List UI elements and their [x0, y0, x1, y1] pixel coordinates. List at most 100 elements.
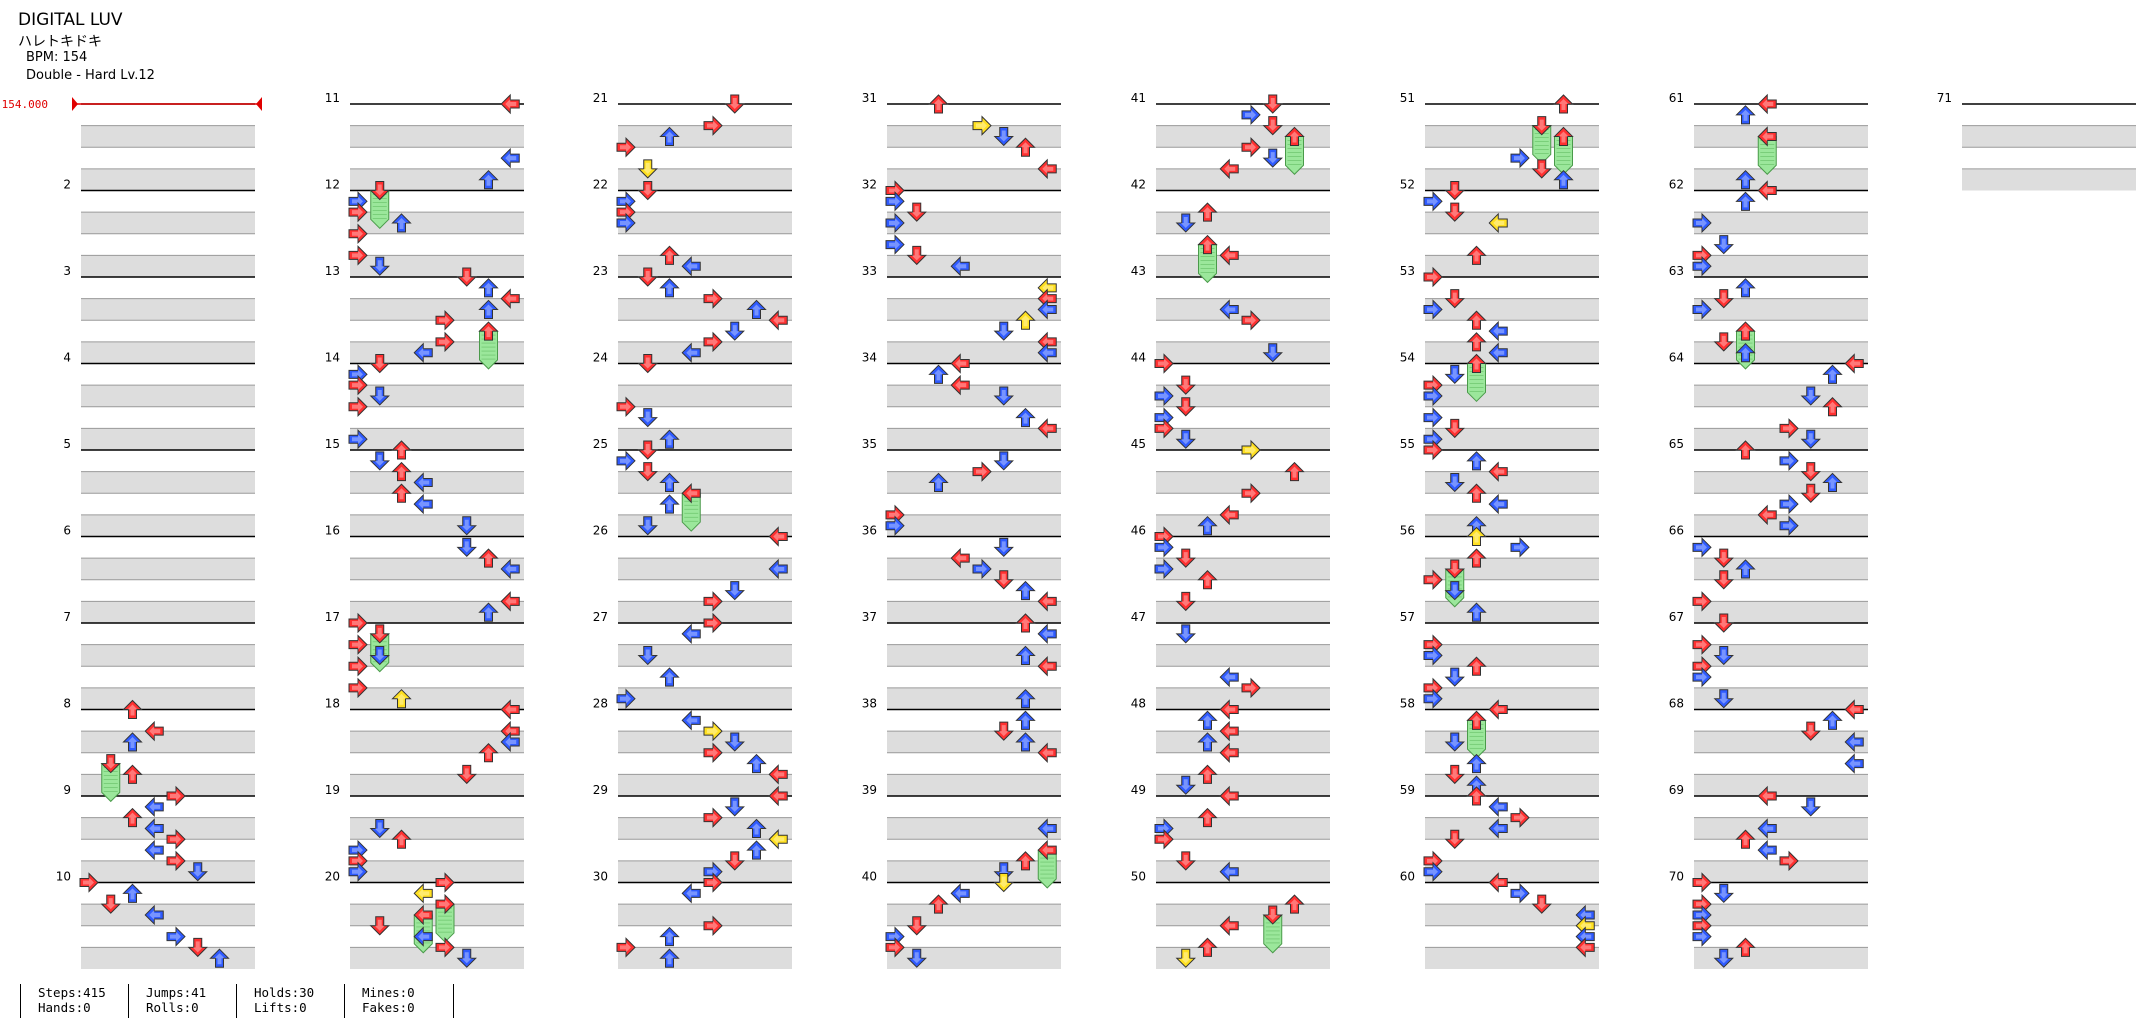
beat-band — [350, 817, 524, 840]
arrow-icon — [122, 732, 143, 752]
beat-band — [1694, 860, 1868, 883]
arrow-icon — [1779, 418, 1799, 439]
beat-band — [81, 904, 255, 926]
arrow-icon — [1015, 613, 1036, 633]
beat-band — [1156, 558, 1330, 580]
beat-band — [618, 947, 792, 969]
beat-band — [887, 168, 1061, 191]
beat-band — [350, 947, 524, 969]
arrow-icon — [1175, 375, 1196, 395]
arrow-icon — [616, 137, 636, 158]
measure-number: 37 — [862, 610, 877, 624]
beat-band — [1156, 904, 1330, 926]
arrow-icon — [681, 342, 701, 363]
beat-band — [618, 298, 792, 321]
arrow-icon — [144, 904, 164, 926]
arrow-icon — [391, 440, 412, 460]
arrow-icon — [659, 126, 680, 146]
beat-band — [1425, 255, 1599, 277]
arrow-icon — [768, 310, 788, 331]
beat-band — [350, 385, 524, 407]
arrow-icon — [1037, 591, 1057, 612]
arrow-icon — [1757, 180, 1777, 201]
arrow-icon — [1531, 116, 1552, 136]
measure-number: 9 — [63, 783, 71, 797]
measure-number: 71 — [1937, 91, 1952, 105]
arrow-icon — [616, 688, 636, 709]
steps-count: Steps:415 — [38, 985, 106, 1000]
arrow-icon — [637, 354, 658, 374]
arrow-icon — [1241, 677, 1261, 699]
beat-band — [618, 471, 792, 494]
arrow-icon — [1241, 137, 1261, 158]
arrow-icon — [1423, 688, 1443, 709]
beat-band — [1156, 644, 1330, 667]
arrow-icon — [79, 872, 99, 893]
measure-number: 50 — [1131, 870, 1146, 884]
arrow-icon — [659, 429, 680, 449]
arrow-icon — [1553, 169, 1574, 190]
measure-number: 49 — [1131, 783, 1146, 797]
measure-number: 7 — [63, 610, 71, 624]
beat-band — [350, 774, 524, 796]
arrow-icon — [724, 94, 745, 114]
arrow-icon — [1553, 126, 1574, 146]
arrow-icon — [703, 591, 723, 612]
beat-band — [887, 601, 1061, 623]
measure-number: 10 — [56, 870, 71, 884]
beat-band — [1962, 168, 2136, 191]
arrow-icon — [972, 461, 992, 482]
arrow-icon — [391, 461, 412, 482]
arrow-icon — [435, 310, 455, 331]
arrow-icon — [456, 764, 477, 785]
beat-band — [618, 644, 792, 667]
beat-band — [1156, 471, 1330, 494]
arrow-icon — [1197, 732, 1218, 752]
arrow-icon — [348, 245, 368, 266]
arrow-icon — [1444, 181, 1465, 201]
beat-band — [1425, 298, 1599, 321]
arrow-icon — [100, 754, 121, 774]
arrow-icon — [1757, 818, 1777, 839]
measure-number: 51 — [1400, 91, 1415, 105]
arrow-icon — [1037, 299, 1057, 320]
beat-band — [1425, 644, 1599, 667]
beat-band — [1156, 731, 1330, 753]
measure-number: 14 — [325, 351, 340, 365]
arrow-icon — [122, 807, 143, 828]
arrow-icon — [1219, 299, 1239, 320]
arrow-icon — [369, 256, 390, 276]
beat-band — [1694, 558, 1868, 580]
arrow-icon — [413, 883, 433, 904]
arrow-icon — [637, 181, 658, 201]
arrow-icon — [681, 623, 701, 645]
arrow-icon — [616, 450, 636, 472]
arrow-icon — [768, 785, 788, 807]
arrow-icon — [166, 785, 186, 807]
arrow-icon — [1735, 321, 1756, 341]
arrow-icon — [1284, 894, 1305, 914]
arrow-icon — [703, 915, 723, 936]
lifts-count: Lifts:0 — [254, 1000, 307, 1015]
arrow-icon — [950, 883, 970, 904]
beat-band — [1694, 774, 1868, 796]
arrow-icon — [435, 872, 455, 893]
arrow-icon — [885, 191, 905, 212]
beat-band — [1694, 212, 1868, 234]
arrow-icon — [703, 742, 723, 763]
arrow-icon — [1488, 320, 1508, 342]
hands-count: Hands:0 — [38, 1000, 91, 1015]
arrow-icon — [1197, 807, 1218, 828]
arrow-icon — [1466, 483, 1487, 503]
arrow-icon — [1423, 569, 1443, 590]
measure-number: 41 — [1131, 91, 1146, 105]
beat-band — [81, 255, 255, 277]
arrow-icon — [1713, 613, 1734, 633]
arrow-icon — [166, 926, 186, 947]
beat-band — [887, 644, 1061, 667]
arrow-icon — [703, 872, 723, 893]
arrow-icon — [1219, 861, 1239, 882]
bpm-marker-icon — [72, 97, 78, 111]
beat-band — [1694, 601, 1868, 623]
measure-number: 35 — [862, 437, 877, 451]
